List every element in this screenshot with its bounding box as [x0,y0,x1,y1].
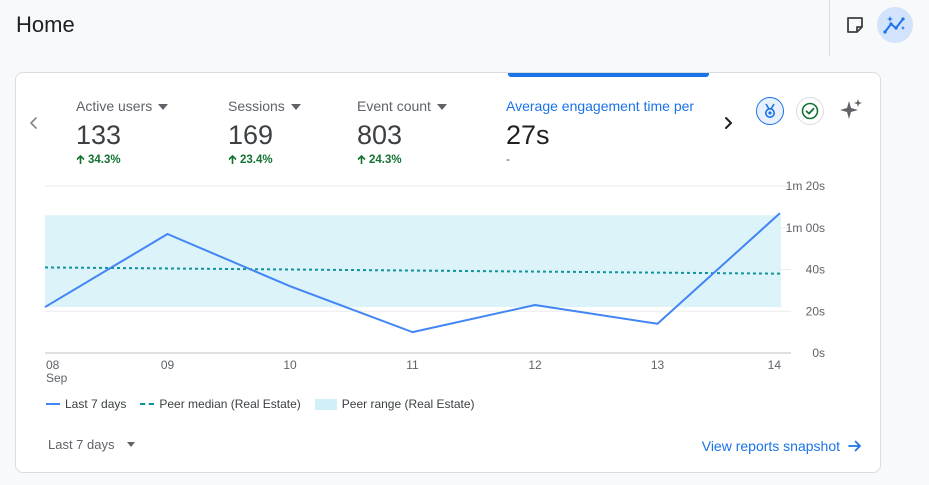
previous-metric-button[interactable] [22,111,46,135]
last-7-days-series [44,212,781,334]
metric-label[interactable]: Event count [357,97,447,115]
legend-label: Last 7 days [65,397,127,411]
metric-change-text: - [506,154,510,166]
x-tick-label: 10 [283,358,297,372]
peer-median-line [44,266,781,275]
peer-range-area [45,215,781,308]
metric-active-users[interactable]: Active users 133 34.3% [76,97,169,166]
caret-down-icon [126,442,135,447]
award-icon [765,103,775,118]
insights-icon [883,16,905,34]
caret-down-icon [436,103,447,110]
x-tick-label: 12 [528,358,542,372]
y-tick-label: 40s [806,263,825,277]
legend-swatch-solid [46,403,60,405]
engagement-chart: 0s 20s 40s 1m 00s 1m 20s 08 09 10 11 12 13 14 Sep [44,179,825,385]
page-title: Home [16,12,75,37]
arrow-up-icon [76,155,85,164]
legend-swatch-band [314,398,337,410]
sparkle-icon [840,99,862,119]
x-tick-sublabel: Sep [46,371,68,385]
metric-sessions[interactable]: Sessions 169 23.4% [228,97,301,166]
metric-label-text: Average engagement time per [506,98,695,114]
view-reports-snapshot-link[interactable]: View reports snapshot [702,438,862,454]
header-divider [829,0,830,56]
top-bar: Home [0,0,929,58]
caret-down-icon [158,103,169,110]
x-tick-label: 08 [46,358,60,372]
legend-label: Peer median (Real Estate) [159,397,301,411]
sticky-note-icon [847,17,863,33]
next-metric-button[interactable] [716,111,740,135]
notes-button[interactable] [837,7,873,43]
legend-swatch-dashed [140,403,155,405]
metric-value: 133 [76,120,122,150]
metric-change: 34.3% [76,154,168,166]
arrow-up-icon [357,155,366,164]
caret-down-icon [290,103,301,110]
metric-event-count[interactable]: Event count 803 24.3% [357,97,447,166]
home-overview-card: Active users 133 34.3% Sessions 169 23.4… [15,72,881,473]
x-axis-ticks: 08 09 10 11 12 13 14 Sep [46,358,781,385]
chart-legend: Last 7 days Peer median (Real Estate) Pe… [46,397,475,411]
metric-change: 23.4% [228,154,301,166]
check-circle-icon [801,102,819,120]
benchmark-badge[interactable] [756,97,784,125]
y-tick-label: 1m 20s [786,179,825,193]
metric-label[interactable]: Average engagement time per [506,97,694,115]
y-tick-label: 0s [812,346,825,360]
x-tick-label: 09 [161,358,175,372]
y-tick-label: 1m 00s [786,221,825,235]
metric-value: 27s [506,120,550,150]
view-link-label: View reports snapshot [701,438,840,454]
date-range-dropdown[interactable]: Last 7 days [48,437,135,452]
ai-insights-button[interactable] [838,96,866,124]
metric-value: 803 [357,120,403,150]
metric-label-text: Active users [76,98,153,114]
x-tick-label: 14 [768,358,782,372]
metric-label-text: Sessions [228,98,285,114]
metric-average-engagement-time[interactable]: Average engagement time per 27s - [506,97,694,166]
legend-item-last7[interactable]: Last 7 days [46,397,126,411]
metric-value: 169 [228,120,274,150]
y-tick-label: 20s [806,304,825,318]
data-quality-badge[interactable] [796,97,824,125]
y-axis-ticks: 0s 20s 40s 1m 00s 1m 20s [786,179,825,360]
metric-change-text: 23.4% [240,154,273,166]
chevron-left-icon [30,117,37,129]
metric-change: - [506,154,694,166]
x-tick-label: 13 [651,358,665,372]
peer-median-series [44,266,781,275]
metric-change-text: 24.3% [369,154,402,166]
legend-label: Peer range (Real Estate) [341,397,475,411]
metric-label[interactable]: Sessions [228,97,301,115]
x-tick-label: 11 [406,358,419,372]
peer-range-band [45,215,781,308]
arrow-right-icon [848,440,861,452]
metric-change-text: 34.3% [88,154,121,166]
insights-button[interactable] [877,7,913,43]
date-range-label: Last 7 days [48,437,115,452]
metric-label-text: Event count [357,98,431,114]
legend-item-median[interactable]: Peer median (Real Estate) [140,397,301,411]
selected-metric-indicator [508,73,709,77]
metric-change: 24.3% [357,154,447,166]
arrow-up-icon [228,155,237,164]
metric-label[interactable]: Active users [76,97,169,115]
legend-item-range[interactable]: Peer range (Real Estate) [314,397,475,411]
chevron-right-icon [725,117,732,129]
